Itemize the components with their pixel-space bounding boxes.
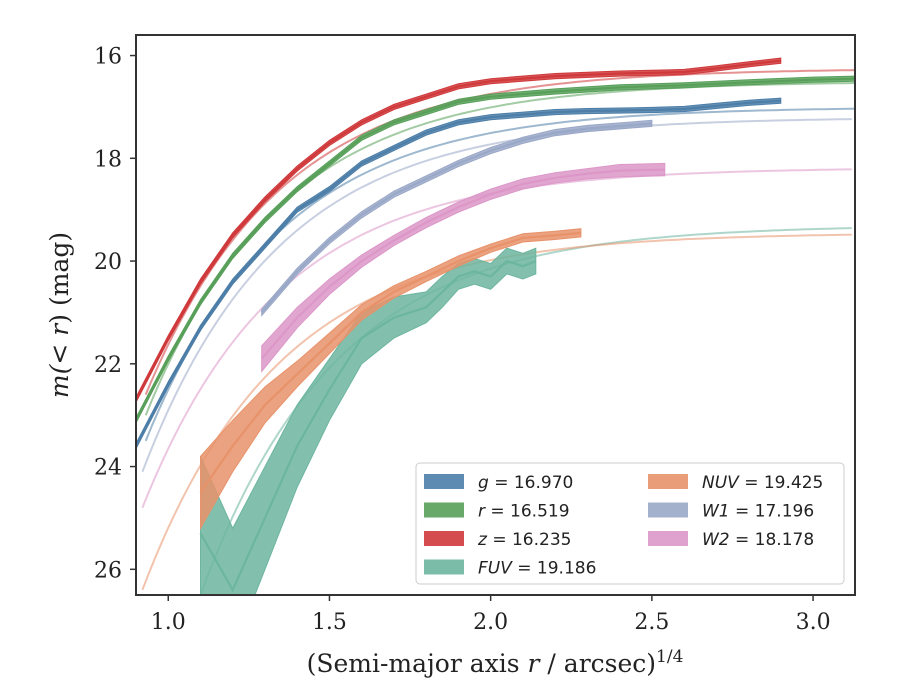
y-tick-label: 16 [94, 45, 122, 70]
profile-band-1 [136, 75, 855, 424]
profile-band-5 [261, 119, 653, 317]
y-tick-label: 20 [94, 250, 122, 275]
profile-line-1 [136, 77, 855, 421]
model-curve-2 [144, 69, 855, 395]
y-tick-label: 22 [94, 353, 122, 378]
x-tick-label: 2.0 [473, 610, 508, 635]
legend-swatch [648, 474, 688, 489]
profile-band-0 [136, 97, 782, 449]
legend-label: NUV = 19.425 [702, 473, 823, 493]
model-curve-5 [141, 118, 852, 473]
legend-label: W1 = 17.196 [702, 502, 814, 522]
profile-band-2 [136, 57, 782, 403]
legend-swatch [424, 474, 464, 489]
legend-frame [415, 462, 845, 585]
x-tick-label: 3.0 [796, 610, 831, 635]
legend: g = 16.970 r = 16.519 z = 16.235 FUV = 19.1… [415, 462, 845, 585]
y-tick-label: 18 [94, 147, 122, 172]
profile-line-2 [136, 59, 781, 401]
profile-line-0 [136, 99, 781, 447]
x-axis-title: (Semi-major axis r / arcsec)1/4 [307, 647, 684, 678]
plot-area [136, 57, 855, 595]
x-tick-label: 1.5 [312, 610, 347, 635]
legend-label: W2 = 18.178 [702, 530, 814, 550]
plot-frame [135, 34, 856, 596]
legend-swatch [424, 502, 464, 518]
legend-swatch [648, 502, 688, 518]
profile-band-4 [200, 228, 582, 531]
y-axis-title: m(< r) (mag) [45, 232, 74, 398]
profile-line-4 [199, 231, 582, 493]
y-tick-label: 26 [94, 558, 122, 583]
profile-line-6 [260, 168, 665, 360]
axis-ticks: 1.0 1.5 2.0 2.5 3.0 16 18 20 22 24 26 [94, 45, 831, 635]
legend-swatch [424, 559, 464, 575]
y-tick-label: 24 [94, 456, 122, 481]
x-tick-label: 2.5 [634, 610, 669, 635]
profile-line-3 [199, 259, 537, 593]
legend-label: z = 16.235 [477, 530, 571, 550]
legend-label: r = 16.519 [478, 502, 570, 522]
x-tick-label: 1.0 [151, 610, 186, 635]
profile-line-5 [260, 122, 652, 314]
legend-label: FUV = 19.186 [478, 559, 596, 579]
legend-swatch [648, 531, 688, 546]
legend-swatch [424, 531, 464, 546]
legend-label: g = 16.970 [478, 473, 573, 493]
